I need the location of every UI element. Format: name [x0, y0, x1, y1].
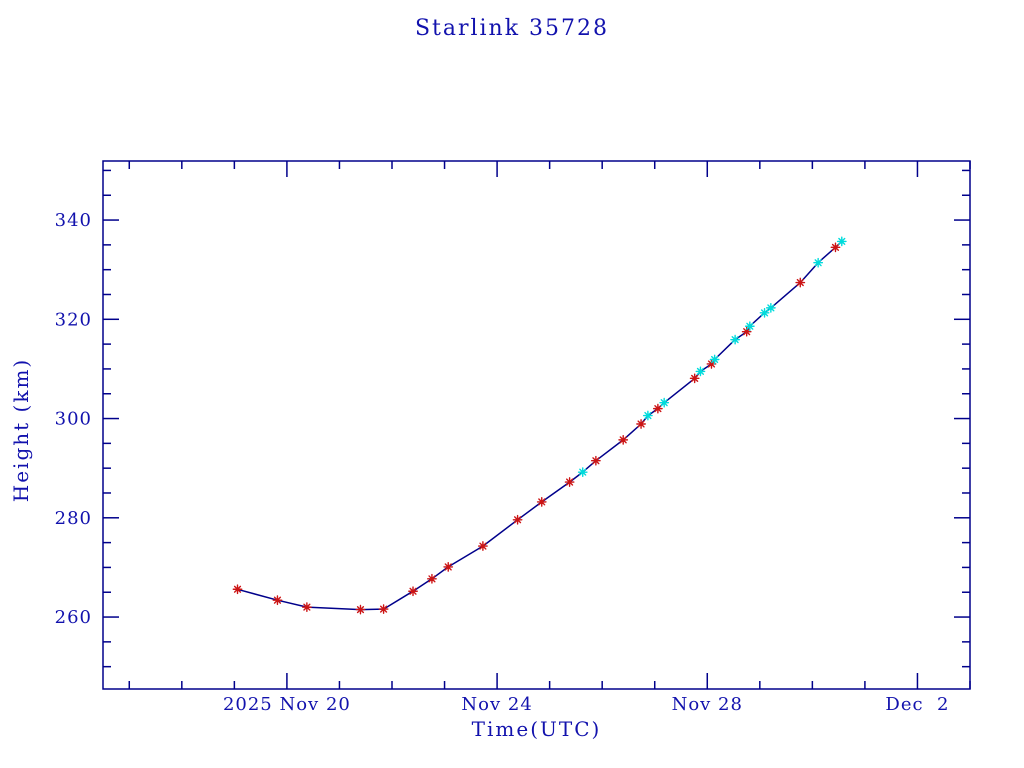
data-point-marker-red [232, 584, 243, 595]
x-tick-label: Nov 28 [672, 694, 743, 715]
data-point-marker-cyan [659, 397, 670, 408]
data-point-marker-red [564, 477, 575, 487]
data-point-marker-red [652, 403, 663, 414]
data-point-marker-red [355, 604, 366, 615]
chart-title: Starlink 35728 [414, 16, 610, 41]
data-point-marker-red [512, 514, 523, 525]
data-point-marker-red [536, 497, 547, 507]
data-point-marker-cyan [709, 354, 720, 365]
data-point-marker-red [443, 562, 454, 572]
data-point-marker-cyan [730, 334, 741, 345]
y-tick-label: 260 [55, 607, 92, 628]
data-point-marker-red [689, 373, 700, 384]
data-point-marker-red [830, 242, 841, 253]
x-tick-label: Dec 2 [885, 694, 949, 715]
data-point-marker-cyan [813, 257, 824, 268]
data-point-marker-cyan [765, 302, 776, 313]
data-point-marker-red [478, 541, 488, 551]
x-axis-label: Time(UTC) [471, 717, 602, 741]
data-point-marker-red [378, 604, 389, 615]
data-point-marker-red [706, 359, 717, 369]
x-tick-label: Nov 24 [461, 694, 532, 715]
data-point-marker-cyan [836, 236, 847, 247]
x-tick-label: 2025 Nov 20 [223, 694, 351, 715]
data-point-marker-cyan [759, 307, 770, 318]
y-tick-label: 340 [55, 210, 92, 231]
data-point-marker-red [636, 419, 646, 429]
data-point-marker-red [272, 595, 283, 606]
y-tick-label: 280 [55, 508, 92, 529]
data-point-marker-red [795, 277, 806, 288]
y-tick-label: 300 [55, 409, 92, 430]
data-point-marker-red [301, 602, 312, 613]
plot-frame [102, 160, 971, 690]
data-point-marker-red [741, 326, 752, 337]
data-point-marker-red [590, 455, 601, 466]
data-point-marker-cyan [577, 467, 588, 478]
data-point-marker-cyan [744, 321, 755, 332]
data-point-marker-red [427, 573, 437, 584]
height-curve [237, 240, 843, 611]
data-point-marker-red [408, 586, 418, 597]
y-tick-label: 320 [55, 309, 92, 330]
data-point-marker-cyan [695, 366, 706, 377]
data-point-marker-red [618, 434, 629, 445]
data-point-marker-cyan [642, 410, 653, 421]
